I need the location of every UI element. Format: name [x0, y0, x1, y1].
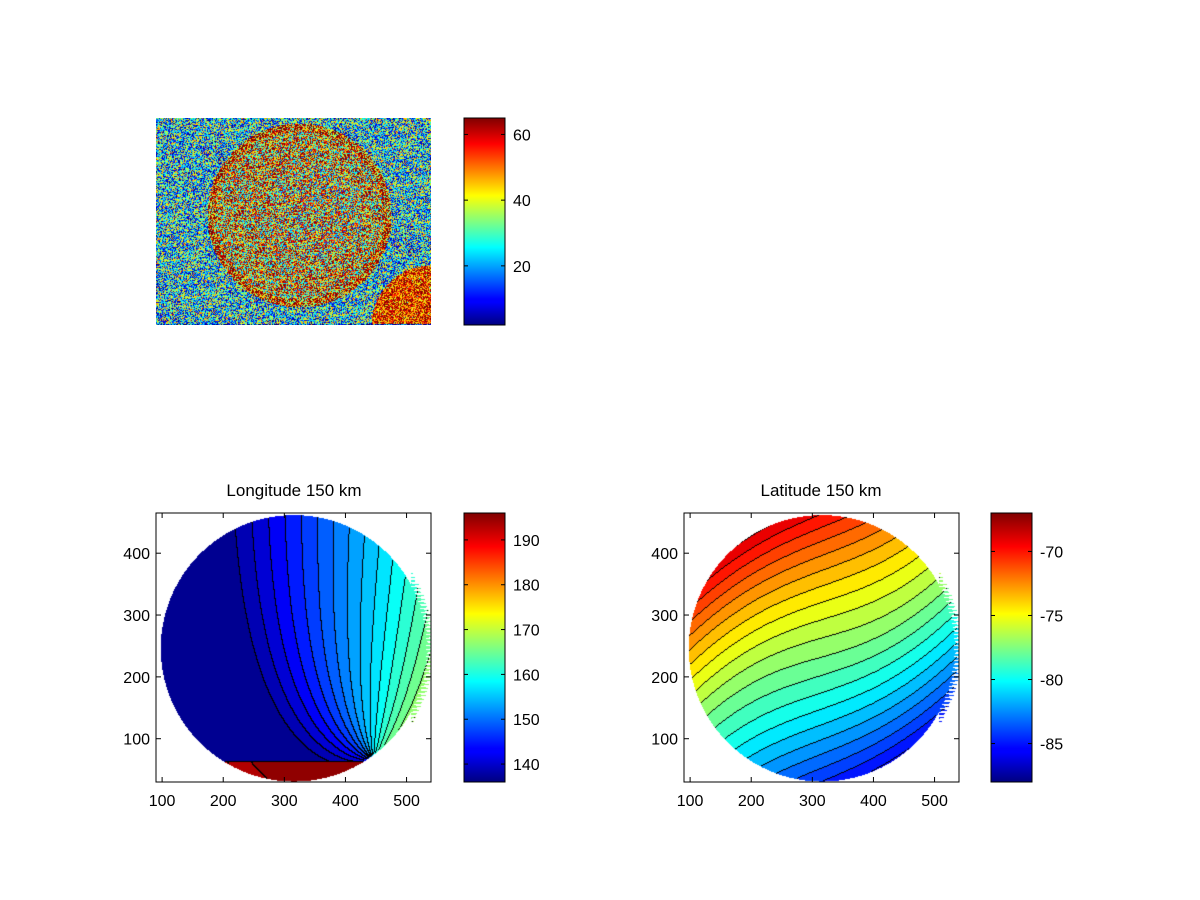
colorbar-image-frame — [463, 117, 506, 326]
latitude-x-tick-label: 200 — [738, 793, 765, 810]
latitude-x-tick-label: 500 — [921, 793, 948, 810]
latitude-map — [684, 513, 959, 782]
colorbar-latitude-tick-label: -80 — [1040, 673, 1063, 690]
latitude-axes-frame — [683, 512, 960, 783]
colorbar-latitude-frame — [990, 512, 1033, 783]
latitude-panel: Latitude 150 km 100 200 300 400 500 100 200 300… — [651, 481, 960, 810]
colorbar-latitude-tick-label: -75 — [1040, 608, 1063, 625]
longitude-map — [156, 513, 431, 782]
colorbar-longitude-tick-label: 150 — [513, 712, 540, 729]
longitude-y-tick-label: 100 — [123, 732, 150, 749]
colorbar-longitude-frame — [463, 512, 506, 783]
latitude-x-tick-label: 400 — [860, 793, 887, 810]
colorbar-image-tick-label: 40 — [513, 193, 531, 210]
colorbar-longitude-tick-label: 140 — [513, 757, 540, 774]
colorbar-latitude-gradient — [991, 513, 1032, 782]
colorbar-image-tick-label: 20 — [513, 259, 531, 276]
latitude-x-tick-label: 100 — [677, 793, 704, 810]
colorbar-image-gradient — [464, 118, 505, 325]
longitude-x-tick-label: 500 — [393, 793, 420, 810]
latitude-title: Latitude 150 km — [761, 481, 882, 500]
colorbar-longitude-tick-label: 160 — [513, 667, 540, 684]
colorbar-latitude-tick-label: -70 — [1040, 544, 1063, 561]
latitude-y-tick-label: 100 — [651, 732, 678, 749]
latitude-y-tick-label: 200 — [651, 670, 678, 687]
latitude-y-tick-label: 300 — [651, 608, 678, 625]
longitude-y-tick-label: 400 — [123, 546, 150, 563]
noisy-image — [156, 118, 431, 325]
latitude-y-tick-label: 400 — [651, 546, 678, 563]
colorbar-longitude-tick-label: 170 — [513, 623, 540, 640]
image-panel — [156, 118, 431, 325]
colorbar-longitude-gradient — [464, 513, 505, 782]
latitude-x-tick-label: 300 — [799, 793, 826, 810]
colorbar-latitude-tick-label: -85 — [1040, 737, 1063, 754]
longitude-y-tick-label: 300 — [123, 608, 150, 625]
longitude-x-tick-label: 400 — [332, 793, 359, 810]
longitude-axes-frame — [155, 512, 432, 783]
longitude-y-tick-label: 200 — [123, 670, 150, 687]
colorbar-longitude-tick-label: 190 — [513, 533, 540, 550]
colorbar-longitude: 140 150 160 170 180 190 — [463, 512, 540, 783]
colorbar-image-tick-label: 60 — [513, 127, 531, 144]
colorbar-longitude-tick-label: 180 — [513, 578, 540, 595]
longitude-panel: Longitude 150 km 100 200 300 400 500 100 200 30… — [123, 481, 432, 810]
longitude-x-tick-label: 100 — [149, 793, 176, 810]
longitude-x-tick-label: 200 — [210, 793, 237, 810]
colorbar-latitude: -85 -80 -75 -70 — [990, 512, 1063, 783]
longitude-title: Longitude 150 km — [226, 481, 361, 500]
longitude-x-tick-label: 300 — [271, 793, 298, 810]
colorbar-image: 20 40 60 — [463, 117, 531, 326]
